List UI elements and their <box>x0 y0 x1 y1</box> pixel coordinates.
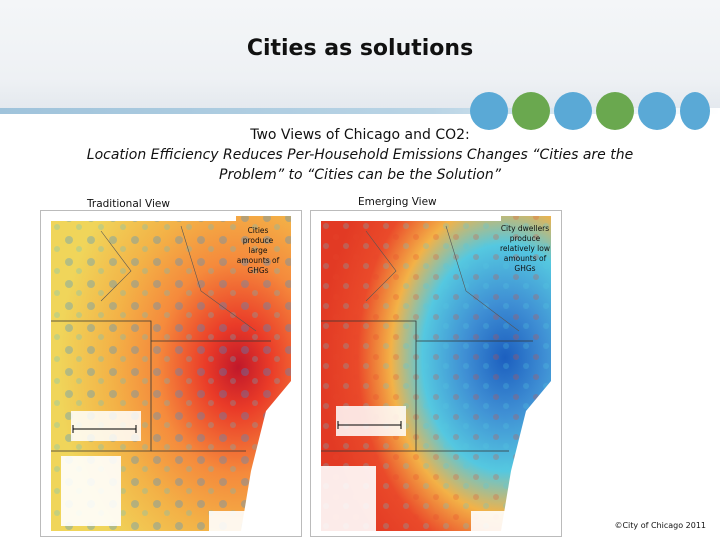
copyright-credit: ©City of Chicago 2011 <box>614 521 706 530</box>
subtitle-line-3: Problem” to “Cities can be the Solution” <box>219 167 501 183</box>
slide-title: Cities as solutions <box>246 36 474 61</box>
slide-subtitle: Two Views of Chicago and CO2: Location E… <box>20 125 700 185</box>
dot-2 <box>512 92 550 130</box>
traditional-callout-line-5: GHGs <box>247 266 269 275</box>
emerging-callout-line-3: relatively low <box>499 244 550 253</box>
dot-1 <box>470 92 508 130</box>
dot-4 <box>596 92 634 130</box>
emerging-callout-line-1: City dwellers <box>500 224 550 233</box>
subtitle-line-1: Two Views of Chicago and CO2: <box>250 127 470 143</box>
traditional-view-label: Traditional View <box>87 198 170 210</box>
traditional-callout: Cities produce large amounts of GHGs <box>232 226 284 276</box>
traditional-callout-line-4: amounts of <box>236 256 280 265</box>
subtitle-line-2: Location Efficiency Reduces Per-Househol… <box>86 147 634 163</box>
traditional-callout-line-2: produce <box>242 236 274 245</box>
traditional-map <box>40 210 302 537</box>
header-band <box>0 0 720 112</box>
traditional-callout-line-3: large <box>248 246 268 255</box>
emerging-callout-line-5: GHGs <box>514 264 536 273</box>
emerging-callout-line-4: amounts of <box>503 254 547 263</box>
emerging-view-label: Emerging View <box>358 196 437 208</box>
emerging-callout: City dwellers produce relatively low amo… <box>496 224 554 274</box>
dot-5 <box>638 92 676 130</box>
emerging-map-graphic <box>316 216 551 531</box>
traditional-callout-line-1: Cities <box>247 226 269 235</box>
traditional-map-graphic <box>51 216 291 531</box>
header-divider <box>0 108 720 114</box>
emerging-map <box>310 210 562 537</box>
emerging-callout-line-2: produce <box>509 234 541 243</box>
decorative-dots <box>470 92 720 132</box>
dot-3 <box>554 92 592 130</box>
dot-6 <box>680 92 710 130</box>
